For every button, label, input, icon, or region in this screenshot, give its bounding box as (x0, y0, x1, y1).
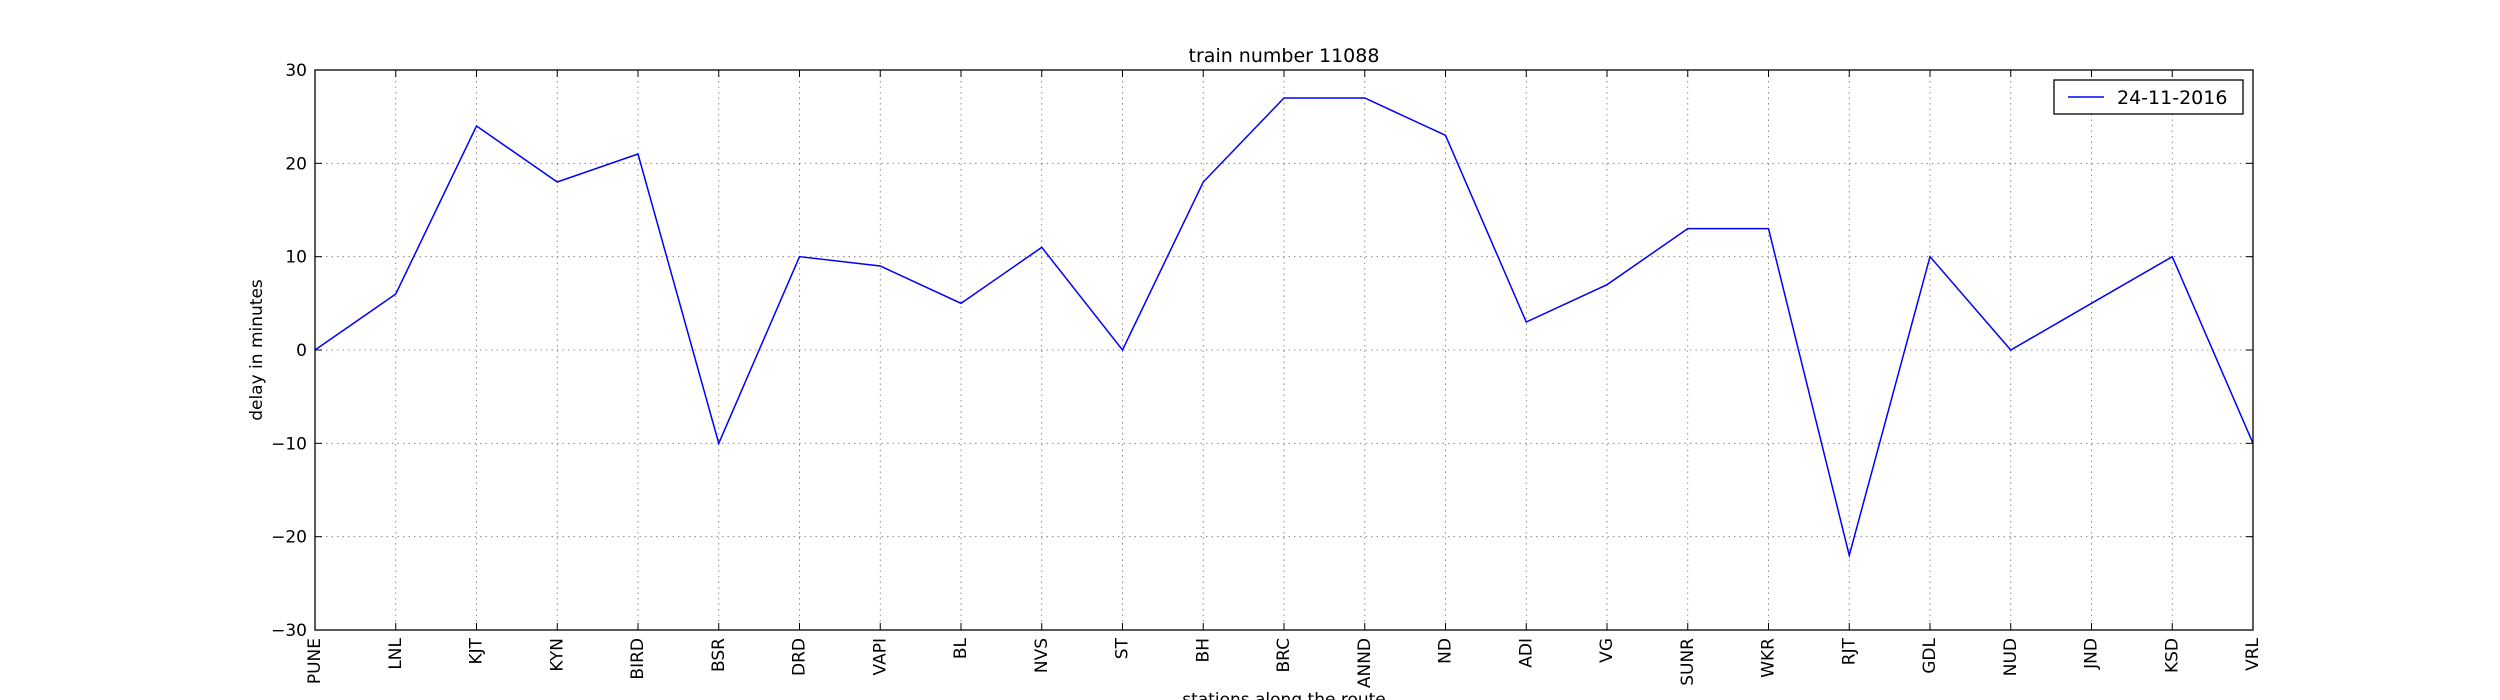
y-tick-labels: 30 20 10 0 −10 −20 −30 (271, 61, 307, 641)
x-tick-label: KYN (547, 638, 567, 672)
data-point (1282, 96, 1287, 101)
x-tick-label: KJT (467, 637, 487, 664)
data-point (959, 301, 964, 306)
x-tick-label: ANND (1355, 638, 1375, 688)
x-tick-label: BIRD (628, 638, 648, 680)
axis-ticks (314, 69, 2254, 631)
x-tick-label: GDL (1920, 637, 1940, 673)
x-tick-label: LNL (386, 637, 406, 669)
x-tick-label: BH (1193, 638, 1213, 662)
x-tick-label: VAPI (870, 638, 890, 675)
x-tick-label: BL (951, 637, 971, 659)
x-tick-label: ND (1436, 638, 1456, 664)
x-tick-label: BRC (1274, 638, 1294, 673)
x-tick-label: VRL (2243, 637, 2263, 670)
data-point (1362, 96, 1367, 101)
series-lines (314, 96, 2254, 559)
data-point (555, 180, 560, 185)
data-point (878, 264, 883, 269)
data-point (1605, 282, 1610, 287)
data-point (1524, 320, 1529, 325)
chart-title: train number 11088 (1189, 45, 1380, 67)
x-tick-label: PUNE (305, 638, 325, 684)
x-tick-label: WKR (1759, 638, 1779, 678)
x-axis-label: stations along the route (1182, 690, 1386, 700)
data-point (797, 254, 802, 259)
x-tick-label: SUNR (1678, 638, 1698, 686)
x-tick-label: NVS (1032, 638, 1052, 673)
data-point (2008, 348, 2013, 353)
data-point (1928, 254, 1933, 259)
x-tick-label: NUD (2001, 638, 2021, 676)
data-point (2089, 301, 2094, 306)
data-point (393, 292, 398, 297)
data-point (474, 124, 479, 129)
data-point (1847, 553, 1852, 558)
data-point (1039, 245, 1044, 250)
y-tick-label: −10 (271, 434, 307, 454)
x-tick-label: JND (2082, 638, 2102, 670)
legend: 24-11-2016 (2053, 79, 2244, 115)
x-tick-labels: PUNE LNL KJT KYN BIRD BSR DRD VAPI BL NVS ST BH BRC A… (305, 637, 2263, 688)
y-tick-label: 20 (285, 154, 307, 174)
x-tick-label: DRD (790, 638, 810, 676)
series-line (314, 97, 2254, 559)
x-tick-label: ST (1113, 637, 1133, 659)
x-tick-label: RJT (1839, 637, 1859, 665)
y-tick-label: −20 (271, 528, 307, 548)
data-point (1201, 180, 1206, 185)
y-axis-label: delay in minutes (247, 279, 267, 421)
x-tick-label: KSD (2162, 638, 2182, 673)
data-point (1766, 226, 1771, 231)
y-tick-label: −30 (271, 621, 307, 641)
x-tick-label: VG (1597, 638, 1617, 663)
data-point (1120, 348, 1125, 353)
x-tick-label: ADI (1516, 638, 1536, 668)
data-point (716, 441, 721, 446)
legend-label: 24-11-2016 (2117, 87, 2227, 109)
x-tick-label: BSR (709, 638, 729, 672)
y-tick-label: 10 (285, 248, 307, 268)
data-point (1685, 226, 1690, 231)
y-tick-label: 0 (296, 341, 307, 361)
data-point (2170, 254, 2175, 259)
y-tick-label: 30 (285, 61, 307, 81)
data-point (1443, 133, 1448, 138)
data-point (636, 152, 641, 157)
